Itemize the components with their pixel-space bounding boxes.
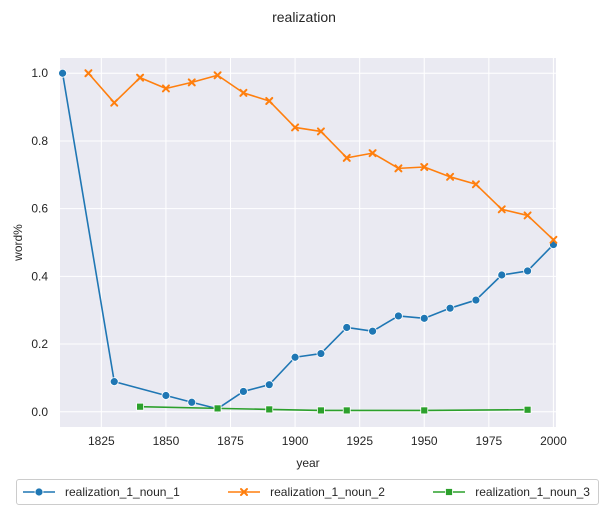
y-tick-label: 0.6 <box>31 202 48 216</box>
chart-title: realization <box>272 9 336 25</box>
y-tick-label: 0.0 <box>31 405 48 419</box>
series-2-point <box>420 163 429 172</box>
x-tick-label: 2000 <box>540 434 567 448</box>
legend-3-point <box>445 488 454 496</box>
legend-item-1: realization_1_noun_1 <box>21 485 180 499</box>
series-1-point <box>368 326 377 336</box>
series-2-point <box>523 211 532 220</box>
x-axis-title: year <box>296 456 319 470</box>
y-tick-label: 0.4 <box>31 269 48 283</box>
series-layer <box>58 68 558 415</box>
series-1-point <box>264 380 274 390</box>
legend-label: realization_1_noun_2 <box>270 485 385 499</box>
legend-swatch <box>23 487 55 497</box>
legend: realization_1_noun_1 realization_1_noun_2… <box>16 479 599 505</box>
series-2-point <box>291 123 300 132</box>
legend-item-3: realization_1_noun_3 <box>431 485 590 499</box>
series-3 <box>136 402 532 415</box>
series-2-point <box>497 205 506 214</box>
series-1-point <box>58 68 67 78</box>
x-tick-label: 1825 <box>88 434 115 448</box>
legend-1-point <box>34 487 44 497</box>
x-tick-label: 1925 <box>346 434 373 448</box>
series-2-point <box>446 172 455 181</box>
series-2-point <box>239 88 248 97</box>
x-tick-label: 1875 <box>217 434 244 448</box>
legend-label: realization_1_noun_3 <box>475 485 590 499</box>
y-tick-label: 0.8 <box>31 134 48 148</box>
series-3-point <box>523 405 532 414</box>
legend-item-2: realization_1_noun_2 <box>226 485 385 499</box>
series-1-point <box>187 397 197 407</box>
series-1 <box>58 68 558 414</box>
series-2-point <box>213 71 222 80</box>
series-3-point <box>420 406 429 415</box>
series-2-point <box>368 149 377 158</box>
y-tick-label: 1.0 <box>31 66 48 80</box>
series-2-point <box>316 127 325 136</box>
series-3-point <box>317 406 325 415</box>
series-2-point <box>342 153 351 162</box>
series-1-point <box>471 295 481 305</box>
y-tick-label: 0.2 <box>31 337 48 351</box>
series-1-point <box>316 349 326 358</box>
y-axis-title: word% <box>11 224 25 262</box>
x-tick-label: 1950 <box>411 434 438 448</box>
plot-area <box>60 58 556 427</box>
legend-swatch <box>228 488 261 496</box>
chart: realization 1825 1850 1875 1900 1925 1950 1975… <box>11 9 567 470</box>
x-tick-label: 1975 <box>475 434 502 448</box>
series-2-point <box>84 69 93 78</box>
series-2-point <box>394 164 403 173</box>
series-3-point <box>213 404 222 413</box>
series-1-point <box>239 387 248 396</box>
series-1-point <box>161 391 171 400</box>
series-1-point <box>497 270 507 280</box>
series-2-point <box>187 78 196 87</box>
series-2-point <box>110 98 119 107</box>
series-2-point <box>471 180 480 189</box>
series-2 <box>84 69 558 244</box>
series-2-point <box>265 96 274 105</box>
series-1-point <box>419 313 429 323</box>
x-axis: 1825 1850 1875 1900 1925 1950 1975 2000 <box>88 434 567 448</box>
series-2-point <box>161 84 170 93</box>
legend-swatch <box>433 488 466 496</box>
grid <box>60 58 556 427</box>
series-1-line <box>61 73 554 410</box>
series-1-point <box>290 352 300 362</box>
x-tick-label: 1900 <box>282 434 309 448</box>
series-1-point <box>394 311 403 321</box>
series-1-point <box>523 266 532 276</box>
legend-label: realization_1_noun_1 <box>65 485 180 499</box>
x-tick-label: 1850 <box>153 434 180 448</box>
series-3-point <box>136 402 144 411</box>
series-3-point <box>265 405 274 414</box>
legend-2-point <box>240 488 249 496</box>
series-1-point <box>342 323 352 332</box>
y-axis: 0.0 0.2 0.4 0.6 0.8 1.0 <box>31 66 48 419</box>
series-2-point <box>549 235 558 244</box>
series-3-point <box>342 406 351 415</box>
series-1-point <box>109 377 119 387</box>
series-2-point <box>136 73 145 82</box>
series-1-point <box>445 303 455 313</box>
